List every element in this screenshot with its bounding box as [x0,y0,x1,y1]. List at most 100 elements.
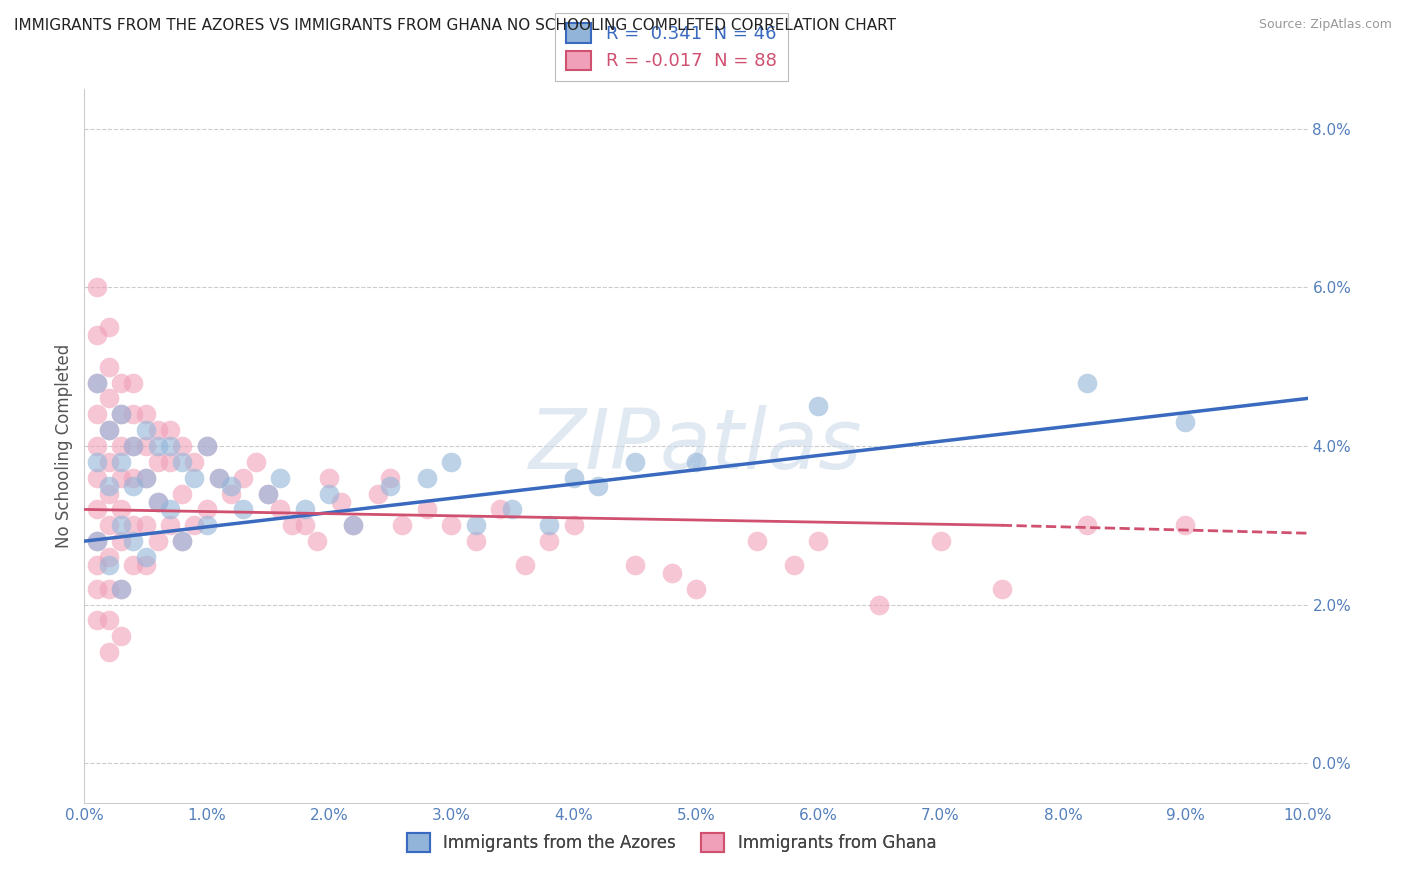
Point [122,558,145,572]
Text: ZIPatlas: ZIPatlas [529,406,863,486]
Point [110,439,132,453]
Point [416,471,439,485]
Point [391,518,413,533]
Point [208,471,231,485]
Point [159,502,181,516]
Point [562,471,585,485]
Point [342,518,364,533]
Point [86,328,108,343]
Point [146,494,169,508]
Point [464,534,486,549]
Point [110,534,132,549]
Point [135,558,157,572]
Point [135,471,157,485]
Point [146,534,169,549]
Point [1174,415,1197,429]
Point [269,502,291,516]
Point [86,582,108,596]
Point [183,518,205,533]
Point [257,486,280,500]
Point [122,478,145,492]
Point [208,471,231,485]
Point [281,518,304,533]
Point [97,518,120,533]
Point [294,502,316,516]
Point [97,645,120,659]
Point [440,455,463,469]
Point [342,518,364,533]
Point [122,376,145,390]
Point [97,486,120,500]
Point [122,471,145,485]
Point [685,455,707,469]
Point [146,423,169,437]
Point [86,471,108,485]
Point [97,614,120,628]
Point [159,518,181,533]
Point [232,471,254,485]
Point [110,502,132,516]
Point [305,534,328,549]
Point [172,534,194,549]
Point [440,518,463,533]
Point [146,439,169,453]
Point [807,400,830,414]
Point [183,455,205,469]
Point [219,478,242,492]
Point [330,494,353,508]
Point [135,423,157,437]
Point [86,376,108,390]
Point [110,407,132,421]
Point [245,455,267,469]
Point [97,392,120,406]
Point [513,558,536,572]
Point [195,439,218,453]
Point [538,534,561,549]
Point [86,439,108,453]
Point [122,407,145,421]
Y-axis label: No Schooling Completed: No Schooling Completed [55,344,73,548]
Point [97,558,120,572]
Point [747,534,769,549]
Point [97,549,120,564]
Point [380,478,402,492]
Point [146,455,169,469]
Point [97,423,120,437]
Point [135,471,157,485]
Point [1076,518,1098,533]
Point [110,455,132,469]
Point [294,518,316,533]
Point [86,534,108,549]
Legend: Immigrants from the Azores, Immigrants from Ghana: Immigrants from the Azores, Immigrants f… [399,827,943,859]
Point [232,502,254,516]
Point [110,471,132,485]
Point [110,629,132,643]
Point [183,471,205,485]
Point [195,502,218,516]
Point [257,486,280,500]
Point [685,582,707,596]
Point [464,518,486,533]
Point [416,502,439,516]
Point [97,478,120,492]
Point [122,518,145,533]
Point [110,407,132,421]
Point [86,614,108,628]
Point [367,486,389,500]
Point [380,471,402,485]
Point [86,502,108,516]
Point [110,518,132,533]
Point [586,478,609,492]
Point [1174,518,1197,533]
Point [97,423,120,437]
Point [489,502,512,516]
Point [159,455,181,469]
Point [110,582,132,596]
Point [122,439,145,453]
Point [929,534,952,549]
Point [661,566,683,580]
Point [86,407,108,421]
Point [86,534,108,549]
Point [159,423,181,437]
Point [97,359,120,374]
